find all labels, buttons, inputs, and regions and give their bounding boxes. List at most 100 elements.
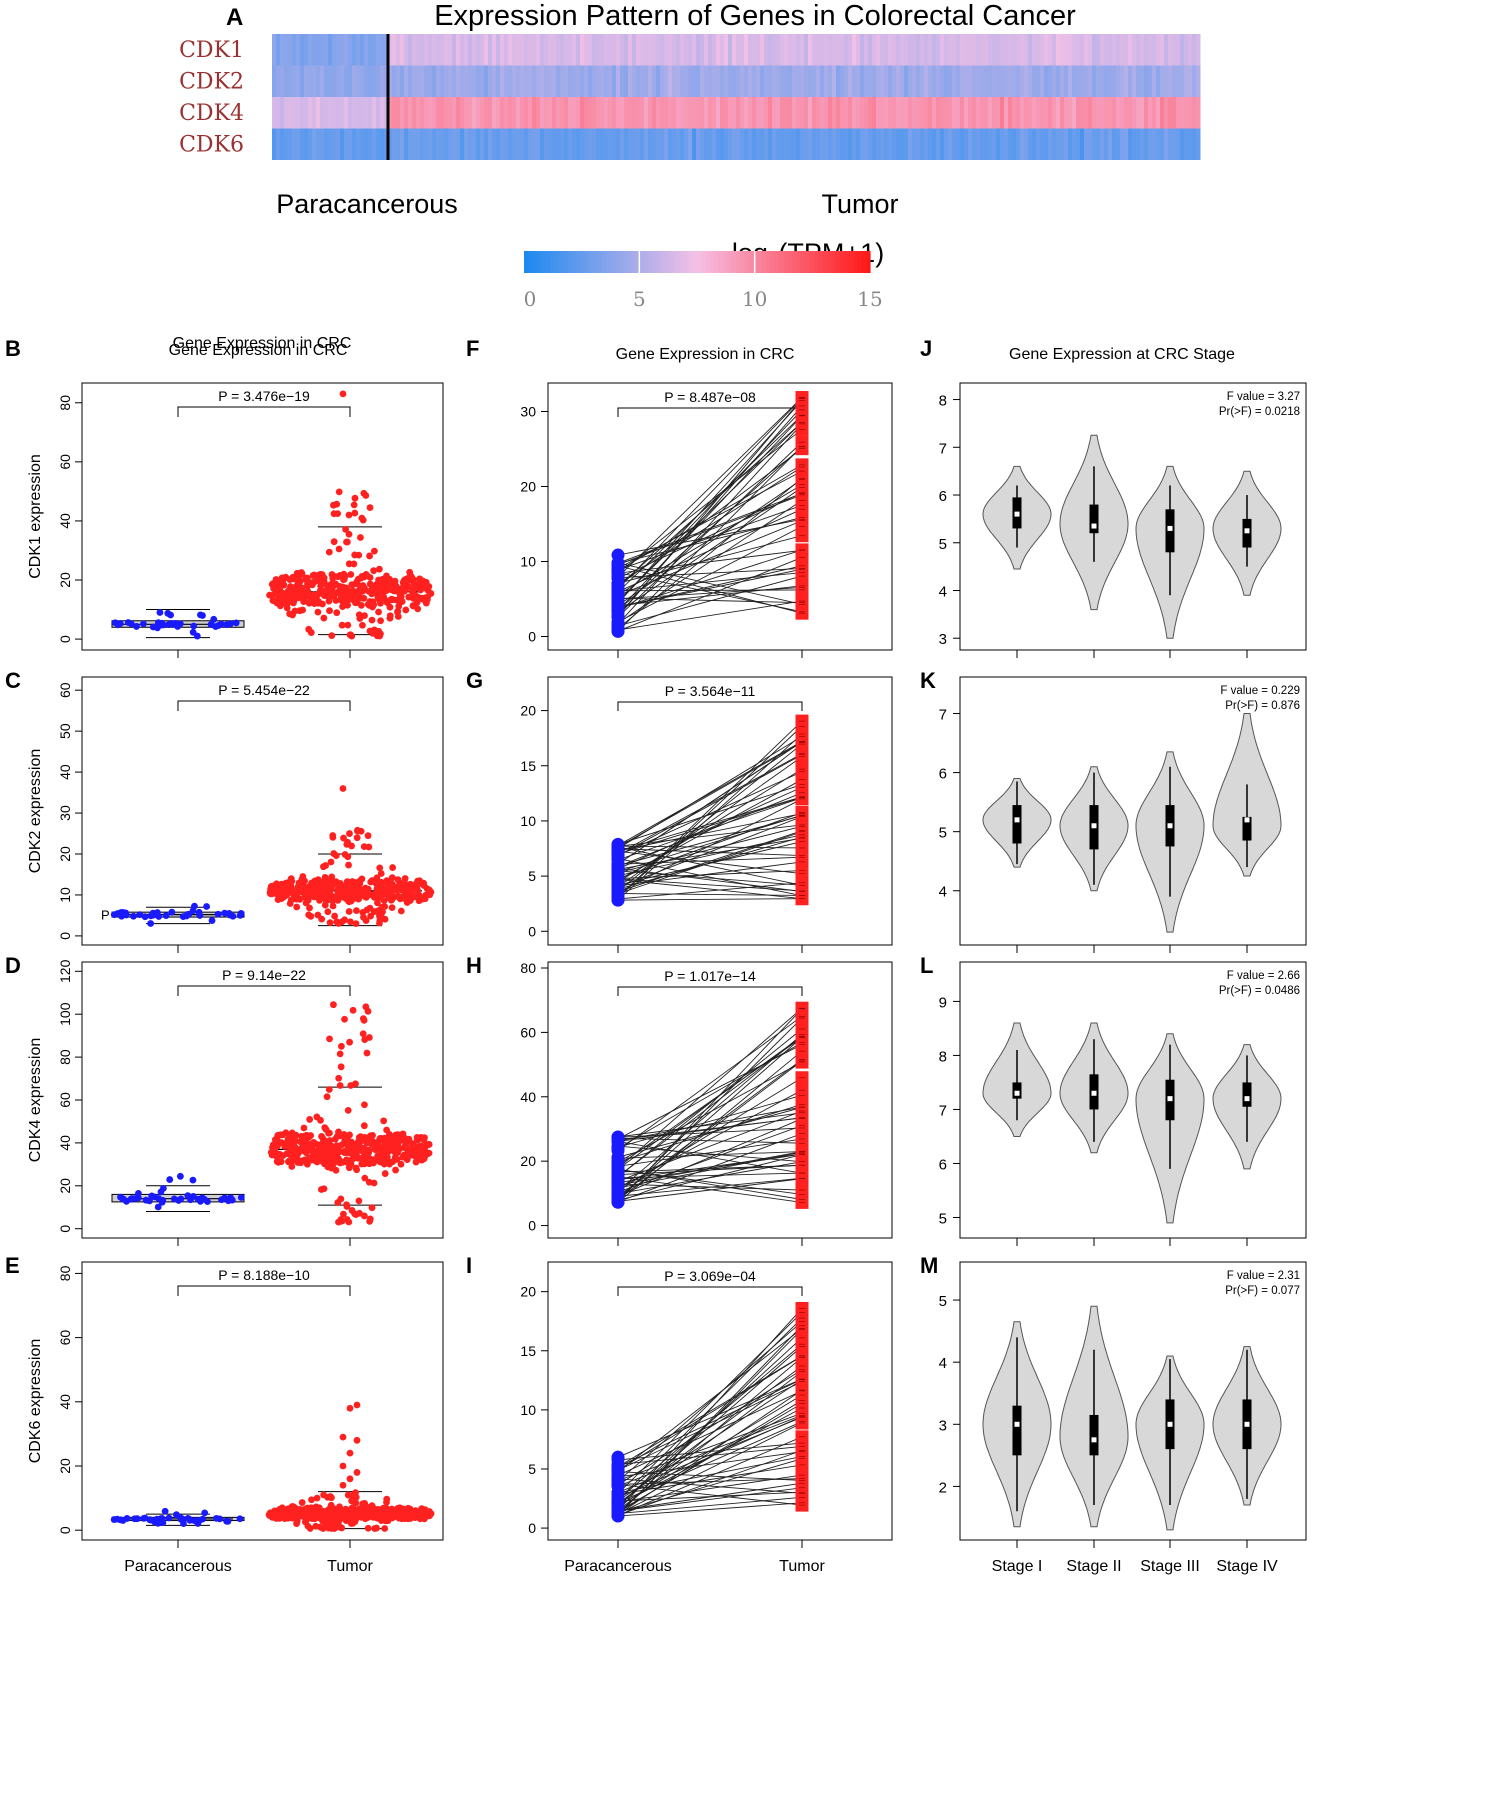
colorbar-segment [735,251,741,273]
heatmap-cell [304,65,309,97]
tumor-point [360,489,368,497]
colorbar-segment [571,251,577,273]
tumor-point [329,902,337,910]
violin-median [1167,1096,1173,1102]
heatmap-cell [772,65,777,97]
tumor-point [360,1122,368,1130]
heatmap-cell [420,34,425,66]
heatmap-cell [808,128,813,160]
heatmap-cell [344,34,349,66]
heatmap-cell [748,34,753,66]
colorbar-segment [675,251,681,273]
tumor-point [326,607,333,615]
heatmap-cell [296,34,301,66]
colorbar-segment [697,251,702,273]
heatmap-cell [904,34,909,66]
heatmap-cell [916,34,921,66]
tumor-point [322,862,329,869]
heatmap-cell [1108,65,1113,97]
heatmap-cell [1012,65,1017,97]
panel-label: E [5,1253,20,1278]
heatmap-cell [296,128,301,160]
heatmap-cell [856,97,861,129]
colorbar-segment [792,251,798,273]
heatmap-cell [636,34,641,66]
heatmap-cell [976,128,981,160]
heatmap-cell [404,34,409,66]
heatmap-cell [440,34,445,66]
heatmap-cell [716,34,721,66]
pvalue-label: P = 1.017e−14 [664,968,756,984]
panel-title: Gene Expression in CRC [616,346,795,363]
pair-line [617,1371,803,1511]
heatmap-cell [968,128,973,160]
heatmap-cell [620,34,625,66]
pair-line [617,397,803,578]
heatmap-cell [704,34,709,66]
tumor-point [355,1508,363,1516]
heatmap-cell [500,65,505,97]
heatmap-cell [912,128,917,160]
heatmap-cell [1144,65,1149,97]
heatmap-row-label: CDK1 [179,38,244,63]
colorbar-segment [601,251,607,273]
tumor-point [403,885,411,892]
paracancerous-point [141,913,149,921]
pair-line [617,525,803,623]
heatmap-cell [368,97,373,129]
heatmap-cell [512,34,517,66]
heatmap-cell [452,65,457,97]
heatmap-cell [1096,128,1101,160]
tumor-point [330,538,338,546]
heatmap-cell [1196,97,1201,129]
heatmap-cell [944,128,949,160]
heatmap-cell [1104,65,1109,97]
heatmap-cell [540,65,545,97]
pair-line [617,1103,803,1163]
heatmap-cell [588,34,593,66]
tumor-point [322,1138,330,1146]
heatmap-cell [460,34,465,66]
heatmap-cell [1028,97,1033,129]
side-mark: P [101,908,110,923]
heatmap-cell [388,128,393,160]
paracancerous-point [189,1176,197,1184]
heatmap-cell [400,128,405,160]
heatmap-cell [1168,97,1173,129]
paracancerous-point [168,908,176,916]
tumor-point [351,551,359,559]
heatmap-cell [972,65,977,97]
heatmap-cell [376,65,381,97]
tumor-point [335,545,343,553]
heatmap-cell [664,97,669,129]
heatmap-cell [368,128,373,160]
pair-line [617,470,803,569]
heatmap-cell [656,34,661,66]
pair-line [617,1169,803,1195]
heatmap-cell [872,97,877,129]
heatmap-cell [524,97,529,129]
panel-label: K [920,668,936,693]
tumor-point [378,887,386,895]
heatmap-cell [320,128,325,160]
heatmap-cell [1164,128,1169,160]
y-tick-label: 60 [57,1330,73,1346]
heatmap-cell [872,65,877,97]
heatmap-cell [616,65,621,97]
panel-label: C [5,668,21,693]
heatmap-cell [832,97,837,129]
heatmap-cell [1160,128,1165,160]
colorbar-segment [532,251,538,273]
y-tick-label: 80 [57,1049,73,1065]
outlier-point [353,1469,361,1476]
paracancerous-point [131,1515,139,1523]
pair-line [617,1060,803,1200]
paracancerous-point [611,576,625,590]
tumor-point [336,1050,344,1058]
tumor-point [351,494,359,502]
pair-line [617,572,803,613]
plot-frame [81,382,444,651]
heatmap-cell [436,34,441,66]
